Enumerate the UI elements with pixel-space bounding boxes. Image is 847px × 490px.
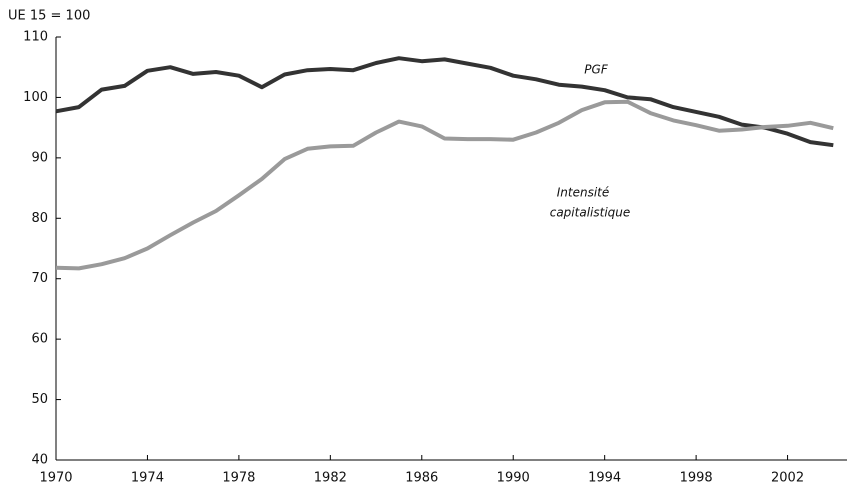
y-tick-label: 80	[31, 211, 48, 226]
x-tick-label: 1978	[222, 471, 255, 486]
y-tick-label: 90	[31, 150, 48, 165]
y-tick-label: 110	[23, 30, 48, 45]
y-tick-label: 70	[31, 271, 48, 286]
y-tick-label: 60	[31, 332, 48, 347]
x-tick-label: 1974	[131, 471, 164, 486]
x-tick-label: 1986	[405, 471, 438, 486]
x-tick-label: 1982	[314, 471, 347, 486]
annotation: Intensité	[557, 186, 610, 200]
series-line	[55, 99, 834, 271]
annotation: PGF	[584, 63, 609, 77]
x-tick-label: 2002	[771, 471, 804, 486]
x-tick-label: 1970	[39, 471, 72, 486]
x-tick-label: 1994	[588, 471, 621, 486]
x-tick-label: 1990	[497, 471, 530, 486]
series-line	[55, 56, 834, 148]
y-tick-label: 50	[31, 392, 48, 407]
x-tick-label: 1998	[680, 471, 713, 486]
y-tick-label: 40	[31, 453, 48, 468]
y-axis-label: UE 15 = 100	[8, 9, 90, 24]
y-tick-label: 100	[23, 90, 48, 105]
annotation: capitalistique	[550, 206, 631, 220]
